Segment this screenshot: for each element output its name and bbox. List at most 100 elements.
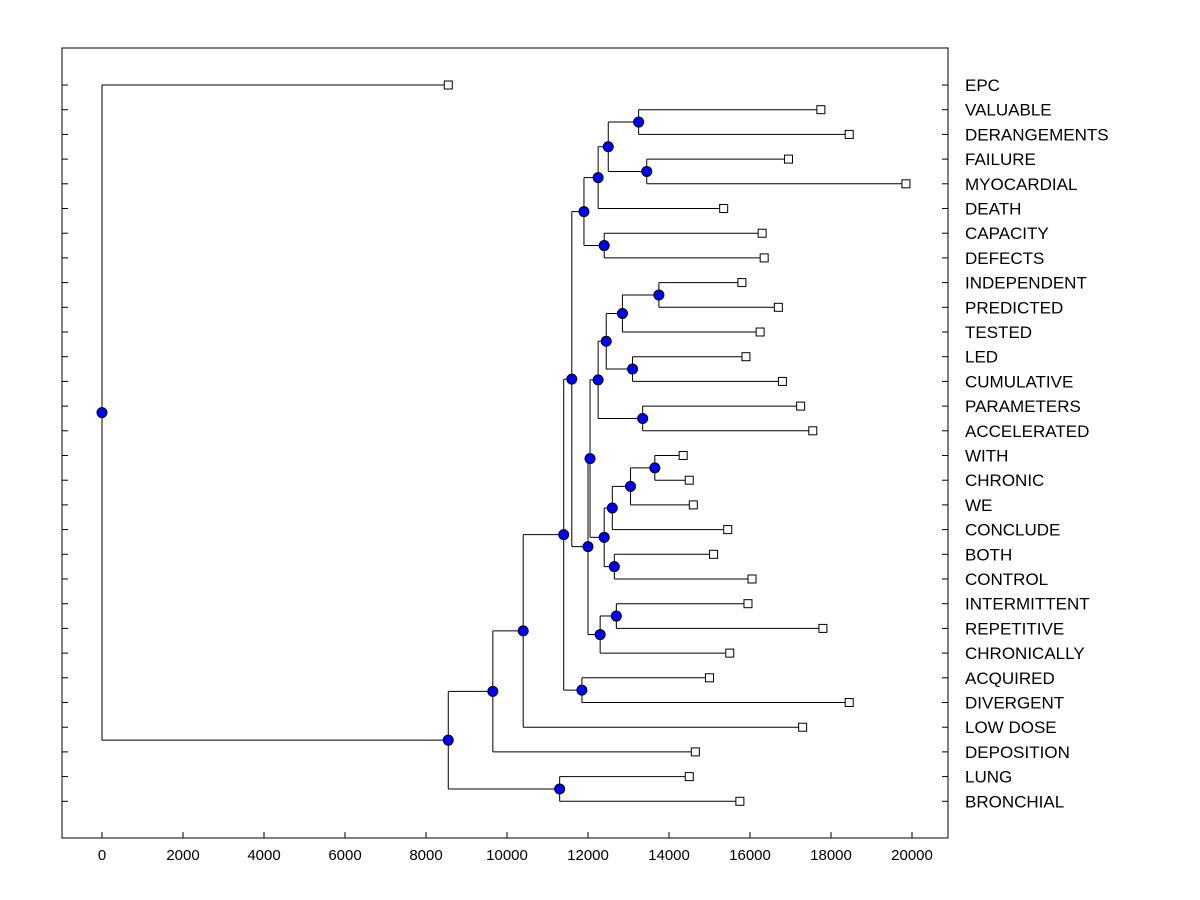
- leaf-label: ACQUIRED: [965, 669, 1055, 688]
- leaf-marker: [688, 500, 698, 510]
- x-tick-label: 10000: [486, 847, 528, 864]
- merge-node: [610, 610, 622, 622]
- leaf-marker: [759, 253, 769, 263]
- merge-node: [606, 502, 618, 514]
- merge-node: [600, 335, 612, 347]
- merge-node: [627, 363, 639, 375]
- leaf-marker: [725, 648, 735, 658]
- merge-node: [649, 462, 661, 474]
- leaf-label: LED: [965, 348, 998, 367]
- leaf-label: CONTROL: [965, 570, 1048, 589]
- x-tick-label: 18000: [810, 847, 852, 864]
- leaf-marker: [816, 105, 826, 115]
- merge-node: [592, 172, 604, 184]
- leaf-marker: [737, 278, 747, 288]
- leaf-label: ACCELERATED: [965, 422, 1089, 441]
- leaf-marker: [901, 179, 911, 189]
- x-tick-label: 0: [98, 847, 106, 864]
- leaf-marker: [808, 426, 818, 436]
- dendrogram-leaves: [443, 80, 911, 806]
- leaf-marker: [818, 623, 828, 633]
- x-tick-label: 6000: [328, 847, 361, 864]
- leaf-label: LOW DOSE: [965, 718, 1057, 737]
- leaf-label: PARAMETERS: [965, 397, 1081, 416]
- x-tick-label: 16000: [729, 847, 771, 864]
- merge-node: [442, 734, 454, 746]
- leaf-marker: [844, 698, 854, 707]
- leaf-marker: [757, 228, 767, 238]
- merge-node: [602, 141, 614, 153]
- leaf-marker: [719, 204, 729, 213]
- merge-node: [616, 307, 628, 319]
- leaf-label: INTERMITTENT: [965, 595, 1090, 614]
- leaf-marker: [747, 574, 757, 584]
- merge-node: [637, 412, 649, 424]
- merge-node: [576, 684, 588, 696]
- leaf-label: BOTH: [965, 545, 1012, 564]
- leaf-marker: [743, 599, 753, 609]
- leaf-marker: [684, 475, 694, 485]
- leaf-label: MYOCARDIAL: [965, 175, 1077, 194]
- leaf-label: CUMULATIVE: [965, 372, 1073, 391]
- x-tick-label: 2000: [166, 847, 199, 864]
- leaf-marker: [678, 451, 688, 460]
- merge-node: [584, 453, 596, 465]
- leaf-label: EPC: [965, 76, 1000, 95]
- leaf-label: DIVERGENT: [965, 694, 1064, 713]
- leaf-label: REPETITIVE: [965, 619, 1064, 638]
- leaf-label: LUNG: [965, 768, 1012, 787]
- leaf-marker: [798, 722, 808, 732]
- leaf-marker: [796, 401, 806, 411]
- merge-node: [608, 561, 620, 573]
- plot-frame: [61, 47, 949, 839]
- merge-node: [653, 289, 665, 301]
- merge-node: [96, 407, 108, 419]
- x-tick-label: 12000: [567, 847, 609, 864]
- dendrogram-edges: [101, 84, 906, 802]
- leaf-label: TESTED: [965, 323, 1032, 342]
- merge-node: [633, 116, 645, 128]
- leaf-label: FAILURE: [965, 150, 1036, 169]
- leaf-label: WITH: [965, 447, 1008, 466]
- leaf-label: DEFECTS: [965, 249, 1044, 268]
- merge-node: [582, 541, 594, 553]
- merge-node: [578, 206, 590, 218]
- leaf-label: CHRONICALLY: [965, 644, 1085, 663]
- leaf-label: DEATH: [965, 200, 1021, 219]
- axis-ticks: [62, 84, 948, 838]
- leaf-marker: [741, 352, 751, 362]
- x-tick-label: 8000: [409, 847, 442, 864]
- x-tick-label: 14000: [648, 847, 690, 864]
- merge-node: [598, 531, 610, 543]
- leaf-marker: [755, 327, 765, 337]
- merge-node: [566, 373, 578, 385]
- merge-node: [487, 685, 499, 697]
- x-tick-label: 20000: [891, 847, 933, 864]
- merge-node: [554, 783, 566, 795]
- leaf-marker: [735, 796, 745, 806]
- merge-node: [625, 480, 637, 492]
- leaf-label: DERANGEMENTS: [965, 125, 1109, 144]
- merge-node: [641, 165, 653, 177]
- leaf-label: CONCLUDE: [965, 521, 1060, 540]
- leaf-marker: [783, 154, 793, 164]
- leaf-marker: [684, 772, 694, 782]
- leaf-label: WE: [965, 496, 992, 515]
- leaf-label: PREDICTED: [965, 298, 1063, 317]
- leaf-label: CHRONIC: [965, 471, 1044, 490]
- leaf-marker: [705, 673, 714, 683]
- leaf-label: INDEPENDENT: [965, 274, 1087, 293]
- merge-node: [517, 625, 529, 637]
- leaf-marker: [443, 80, 453, 90]
- merge-node: [558, 529, 570, 541]
- merge-node: [594, 629, 606, 641]
- x-tick-label: 4000: [247, 847, 280, 864]
- x-tick-labels: 0 2000 4000 6000 8000 10000 12000 14000 16000 180…: [98, 847, 933, 864]
- merge-node: [592, 374, 604, 386]
- leaf-marker: [723, 525, 733, 535]
- leaf-label: CAPACITY: [965, 224, 1049, 243]
- leaf-marker: [844, 129, 854, 139]
- merge-node: [598, 240, 610, 252]
- leaf-labels: EPC VALUABLE DERANGEMENTS FAILURE MYOCARDIAL…: [965, 76, 1109, 811]
